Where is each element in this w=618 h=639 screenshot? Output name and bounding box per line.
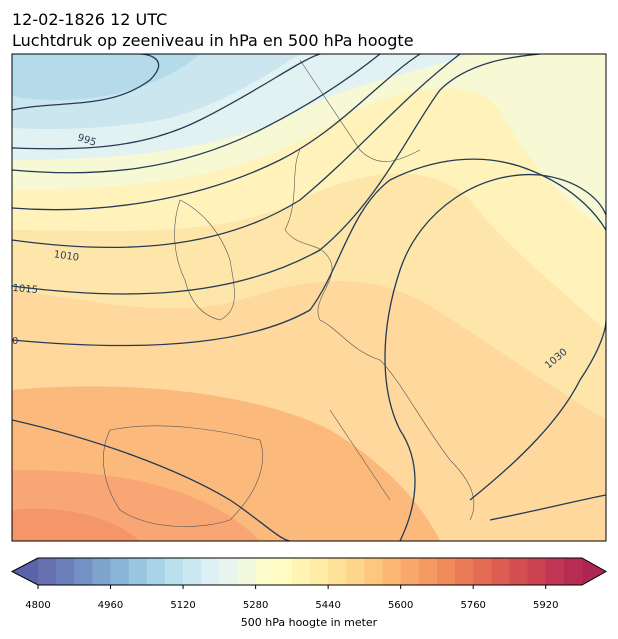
colorbar-swatch xyxy=(237,558,257,585)
colorbar-swatch xyxy=(473,558,492,585)
colorbar-swatch xyxy=(110,558,130,585)
colorbar-under xyxy=(12,558,38,585)
colorbar-swatch xyxy=(382,558,402,585)
colorbar-tick-label: 5600 xyxy=(388,600,413,611)
colorbar-swatch xyxy=(291,558,311,585)
contour-label: 1010 xyxy=(53,249,80,263)
contour-label: 0 xyxy=(12,336,18,347)
colorbar-tick-label: 5280 xyxy=(243,600,268,611)
colorbar-over xyxy=(582,558,606,585)
colorbar-swatch xyxy=(418,558,438,585)
colorbar-swatch xyxy=(201,558,220,585)
colorbar-outline xyxy=(10,557,608,586)
colorbar-swatch xyxy=(436,558,456,585)
colorbar-swatch xyxy=(273,558,293,585)
colorbar-swatch xyxy=(545,558,565,585)
colorbar-swatch xyxy=(346,558,365,585)
colorbar-swatch xyxy=(164,558,184,585)
colorbar-swatch xyxy=(491,558,510,585)
colorbar-label: 500 hPa hoogte in meter xyxy=(241,616,378,629)
colorbar-swatch xyxy=(509,558,529,585)
map-title: Luchtdruk op zeeniveau in hPa en 500 hPa… xyxy=(12,31,414,50)
contour-label: 1015 xyxy=(12,283,38,296)
colorbar-swatch xyxy=(146,558,166,585)
map-frame xyxy=(11,53,607,542)
colorbar-tick-label: 4800 xyxy=(25,600,50,611)
colorbar-tick-label: 5760 xyxy=(460,600,485,611)
colorbar-tick-label: 4960 xyxy=(98,600,123,611)
colorbar-swatch xyxy=(219,558,238,585)
colorbar-tick-label: 5440 xyxy=(315,600,340,611)
colorbar-swatch xyxy=(310,558,329,585)
colorbar-swatch xyxy=(400,558,420,585)
map-date: 12-02-1826 12 UTC xyxy=(12,10,167,29)
colorbar-swatch xyxy=(128,558,148,585)
colorbar-swatch xyxy=(563,558,583,585)
colorbar-swatch xyxy=(255,558,275,585)
colorbar-swatch xyxy=(183,558,202,585)
colorbar-swatch xyxy=(527,558,547,585)
colorbar-swatch xyxy=(74,558,93,585)
colorbar-swatch xyxy=(455,558,474,585)
map-area xyxy=(12,54,606,541)
colorbar-tick-label: 5120 xyxy=(170,600,195,611)
colorbar-swatch xyxy=(92,558,112,585)
colorbar: 4800 4960 5120 5280 5440 5600 5760 5920 xyxy=(10,557,608,611)
colorbar-swatch xyxy=(364,558,384,585)
colorbar-swatch xyxy=(56,558,75,585)
colorbar-swatch xyxy=(38,558,57,585)
colorbar-tick-label: 5920 xyxy=(533,600,558,611)
colorbar-swatch xyxy=(328,558,347,585)
